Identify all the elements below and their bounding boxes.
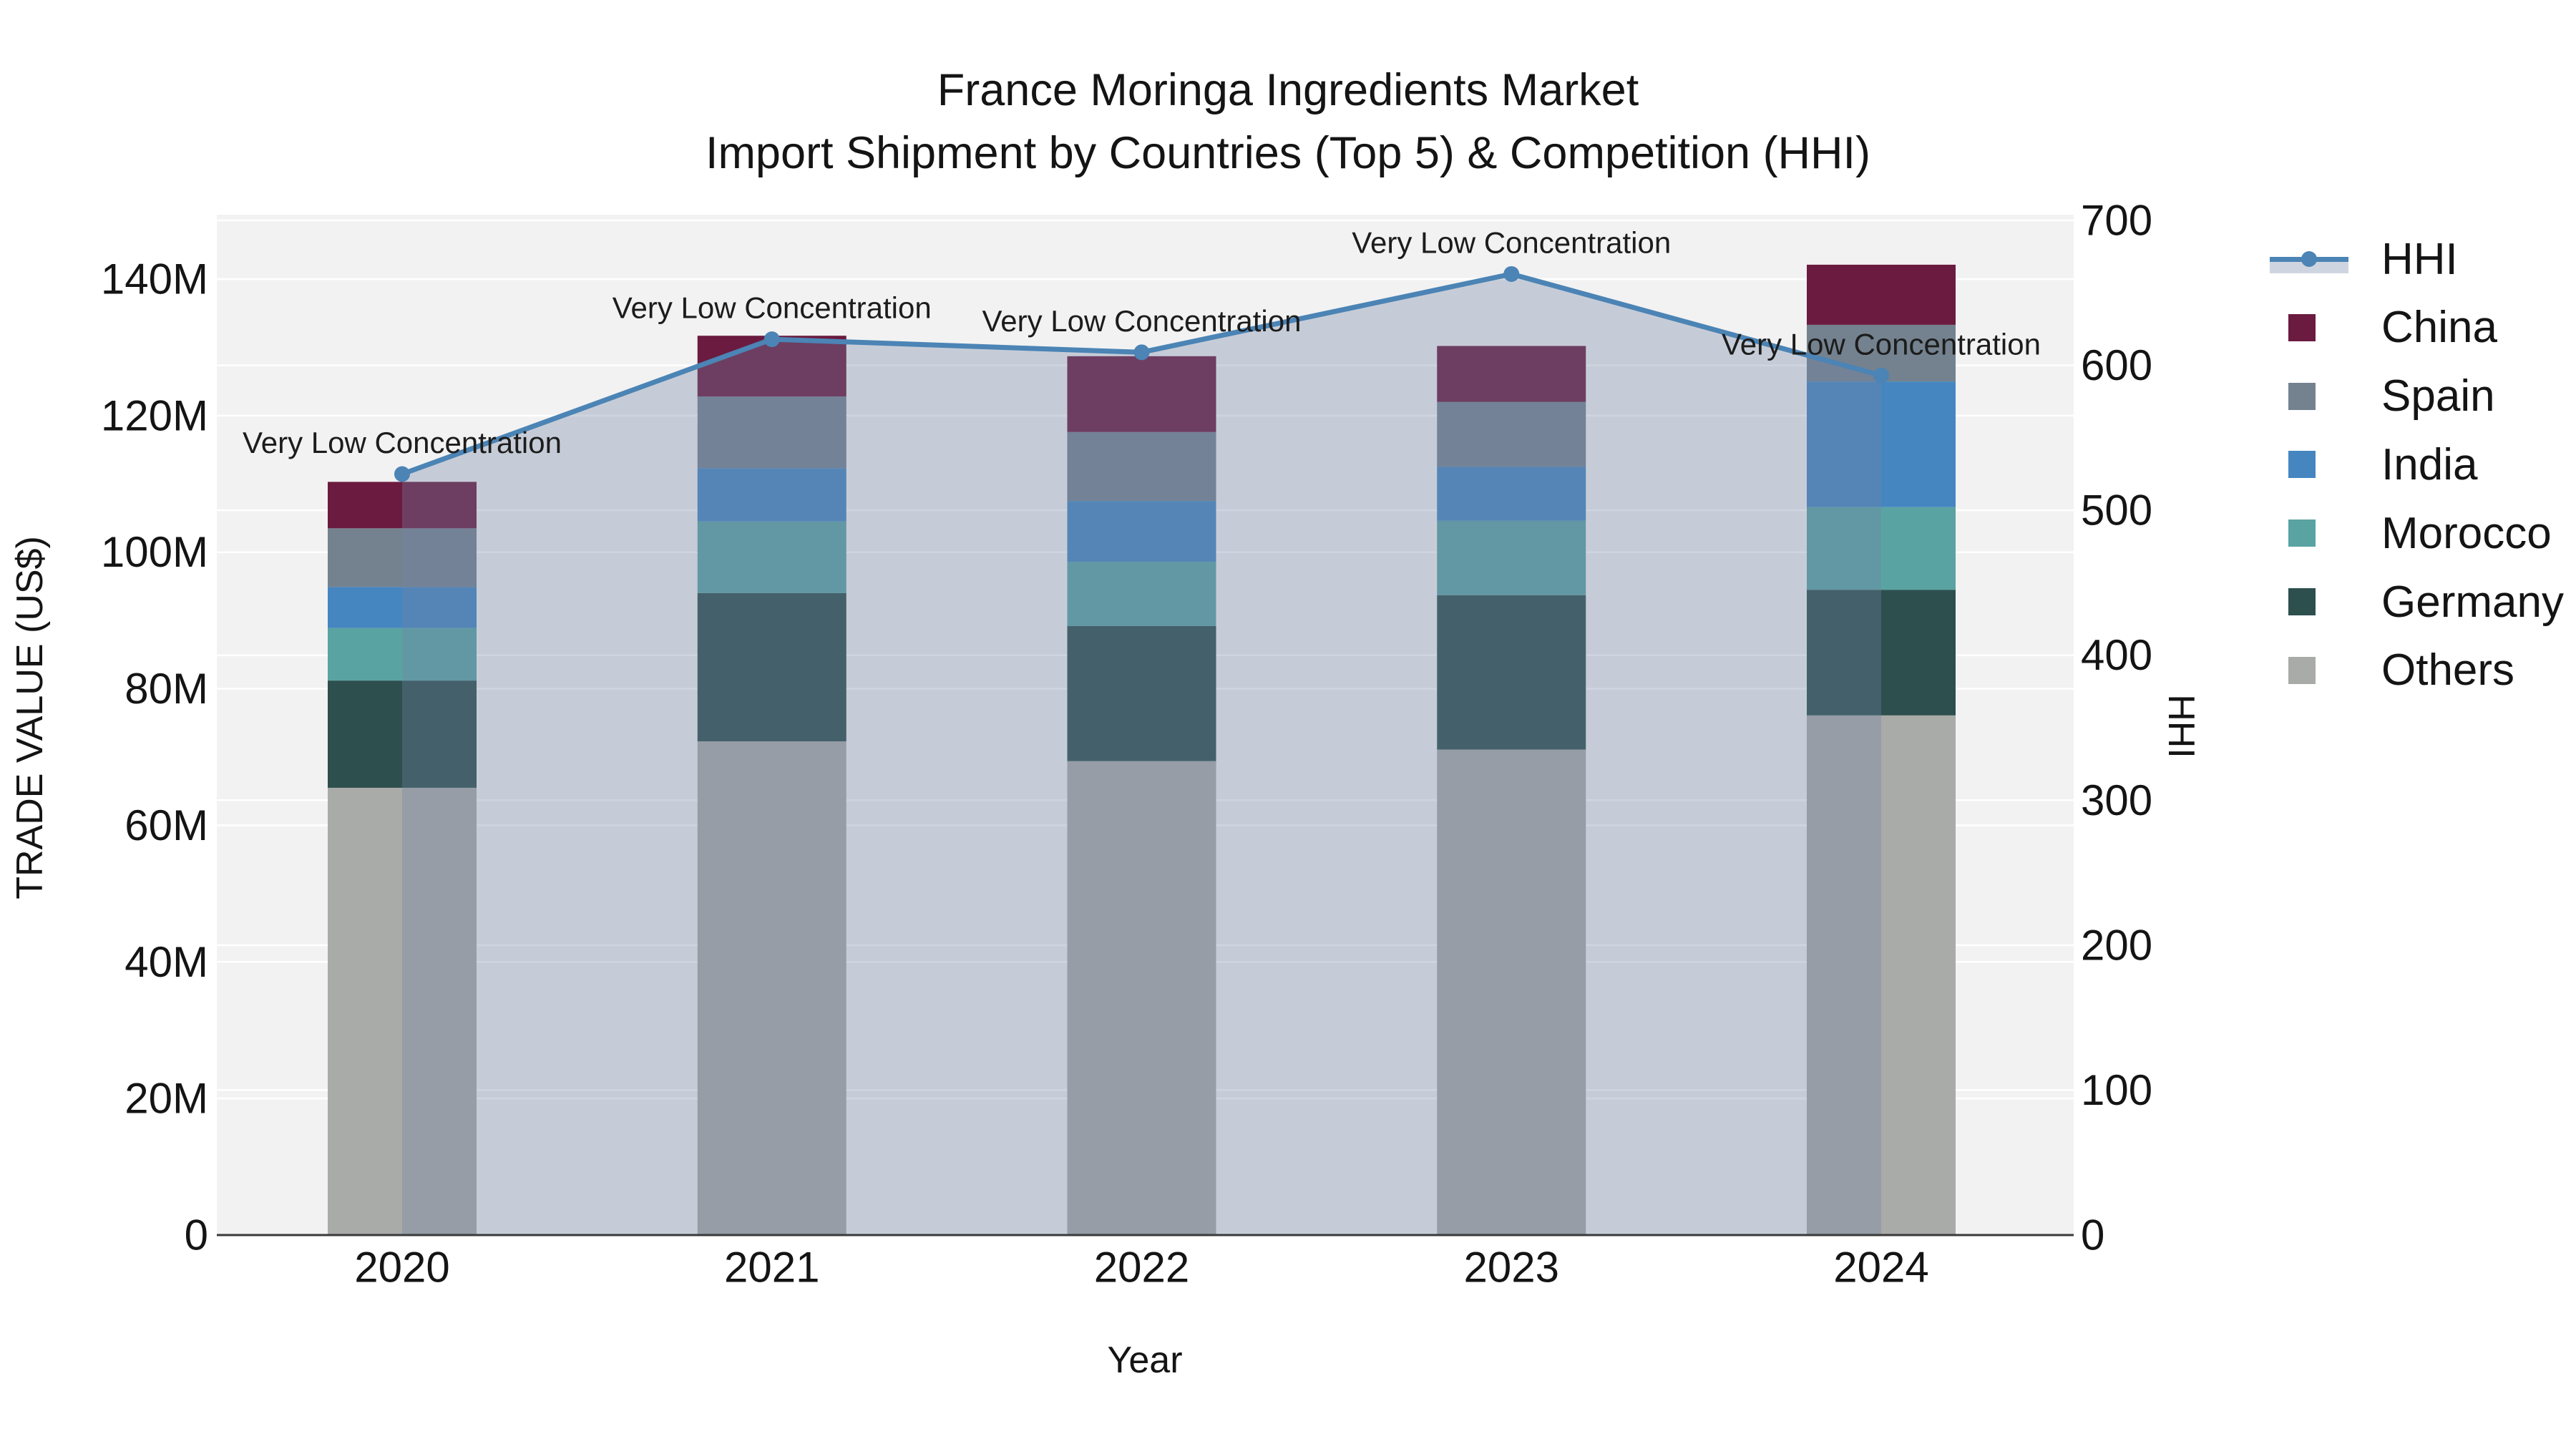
annotation-2022: Very Low Concentration <box>982 304 1302 338</box>
bar-segment-2023-india <box>1437 467 1586 521</box>
y-right-tick-300: 300 <box>2081 776 2152 824</box>
y-right-tick-0: 0 <box>2081 1211 2104 1259</box>
x-tick-2020: 2020 <box>354 1244 449 1292</box>
legend-swatch-india <box>2288 451 2316 479</box>
legend-swatch-morocco <box>2288 519 2316 547</box>
bar-segment-2020-germany <box>328 680 477 788</box>
bar-segment-2024-india <box>1807 381 1956 507</box>
legend-line-sample-icon <box>2270 236 2348 282</box>
legend-label-spain: Spain <box>2381 371 2495 421</box>
hhi-marker-2020 <box>394 466 410 482</box>
legend-swatch-icon <box>2270 510 2348 556</box>
bar-segment-2021-germany <box>697 592 847 742</box>
y-left-tick-80: 80M <box>125 665 208 713</box>
legend-swatch-icon <box>2270 579 2348 625</box>
bar-segment-2021-india <box>697 468 847 522</box>
bar-segment-2023-spain <box>1437 401 1586 467</box>
legend-item-china[interactable]: China <box>2270 303 2497 353</box>
y-left-tick-40: 40M <box>125 938 208 986</box>
x-tick-2023: 2023 <box>1464 1244 1559 1292</box>
legend-item-india[interactable]: India <box>2270 439 2478 489</box>
y-right-tick-400: 400 <box>2081 631 2152 679</box>
y-axis-title-right: HHI <box>2160 694 2202 758</box>
x-tick-2024: 2024 <box>1833 1244 1928 1292</box>
y-left-tick-20: 20M <box>125 1075 208 1123</box>
x-tick-2021: 2021 <box>724 1244 819 1292</box>
chart-title: France Moringa Ingredients Market <box>937 65 1639 115</box>
bar-segment-2023-morocco <box>1437 520 1586 595</box>
legend-label-china: China <box>2381 303 2497 353</box>
hhi-marker-2024 <box>1873 367 1889 384</box>
y-left-tick-100: 100M <box>101 528 208 576</box>
hhi-marker-2021 <box>763 331 780 348</box>
legend-swatch-china <box>2288 313 2316 341</box>
legend-item-others[interactable]: Others <box>2270 645 2515 696</box>
hhi-area-fill <box>402 273 1881 1235</box>
legend-item-germany[interactable]: Germany <box>2270 577 2564 627</box>
hhi-marker-2022 <box>1133 344 1150 361</box>
x-tick-2022: 2022 <box>1094 1244 1189 1292</box>
bar-segment-2020-china <box>328 482 477 529</box>
legend-swatch-germany <box>2288 588 2316 615</box>
hhi-marker-sample <box>2301 251 2317 267</box>
bar-segment-2022-morocco <box>1067 562 1216 626</box>
y-left-tick-60: 60M <box>125 801 208 849</box>
y-right-tick-100: 100 <box>2081 1066 2152 1114</box>
y-right-tick-700: 700 <box>2081 197 2152 245</box>
chart-subtitle: Import Shipment by Countries (Top 5) & C… <box>705 128 1871 178</box>
bar-segment-2022-spain <box>1067 431 1216 502</box>
legend-item-spain[interactable]: Spain <box>2270 371 2495 421</box>
y-left-tick-0: 0 <box>185 1211 208 1259</box>
bar-segment-2023-others <box>1437 749 1586 1235</box>
legend-label-others: Others <box>2381 645 2515 696</box>
bar-segment-2020-india <box>328 587 477 628</box>
legend-swatch-spain <box>2288 382 2316 410</box>
legend-label-india: India <box>2381 439 2478 489</box>
bar-segment-2020-others <box>328 787 477 1235</box>
bar-segment-2022-india <box>1067 501 1216 562</box>
y-right-tick-200: 200 <box>2081 921 2152 969</box>
bar-segment-2024-china <box>1807 264 1956 325</box>
bar-segment-2022-others <box>1067 761 1216 1235</box>
bar-segment-2024-others <box>1807 715 1956 1235</box>
legend-swatch-others <box>2288 656 2316 684</box>
legend-item-morocco[interactable]: Morocco <box>2270 508 2552 558</box>
bar-segment-2021-morocco <box>697 521 847 593</box>
legend-label-morocco: Morocco <box>2381 508 2552 558</box>
bar-segment-2020-spain <box>328 528 477 587</box>
bar-segment-2023-germany <box>1437 595 1586 750</box>
y-left-tick-140: 140M <box>101 255 208 303</box>
legend-swatch-icon <box>2270 305 2348 351</box>
legend-swatch-icon <box>2270 648 2348 693</box>
y-right-tick-500: 500 <box>2081 487 2152 535</box>
legend-swatch-icon <box>2270 374 2348 419</box>
annotation-2024: Very Low Concentration <box>1722 327 2041 361</box>
bar-segment-2022-china <box>1067 356 1216 432</box>
legend-label-germany: Germany <box>2381 577 2564 627</box>
y-axis-title-left: TRADE VALUE (US$) <box>9 536 51 899</box>
bar-segment-2021-others <box>697 741 847 1235</box>
legend-label-hhi: HHI <box>2381 234 2458 284</box>
hhi-marker-2023 <box>1503 265 1520 282</box>
x-axis-title: Year <box>1107 1340 1183 1381</box>
y-left-tick-120: 120M <box>101 391 208 439</box>
legend-swatch-icon <box>2270 441 2348 487</box>
bar-segment-2024-morocco <box>1807 507 1956 590</box>
bar-segment-2021-spain <box>697 396 847 469</box>
annotation-2021: Very Low Concentration <box>613 291 932 325</box>
annotation-2023: Very Low Concentration <box>1352 225 1671 259</box>
legend-item-hhi[interactable]: HHI <box>2270 234 2458 284</box>
annotation-2020: Very Low Concentration <box>243 426 562 459</box>
y-right-tick-600: 600 <box>2081 341 2152 389</box>
bar-segment-2023-china <box>1437 346 1586 402</box>
bar-segment-2022-germany <box>1067 625 1216 761</box>
bar-segment-2020-morocco <box>328 628 477 681</box>
bar-segment-2024-germany <box>1807 590 1956 716</box>
